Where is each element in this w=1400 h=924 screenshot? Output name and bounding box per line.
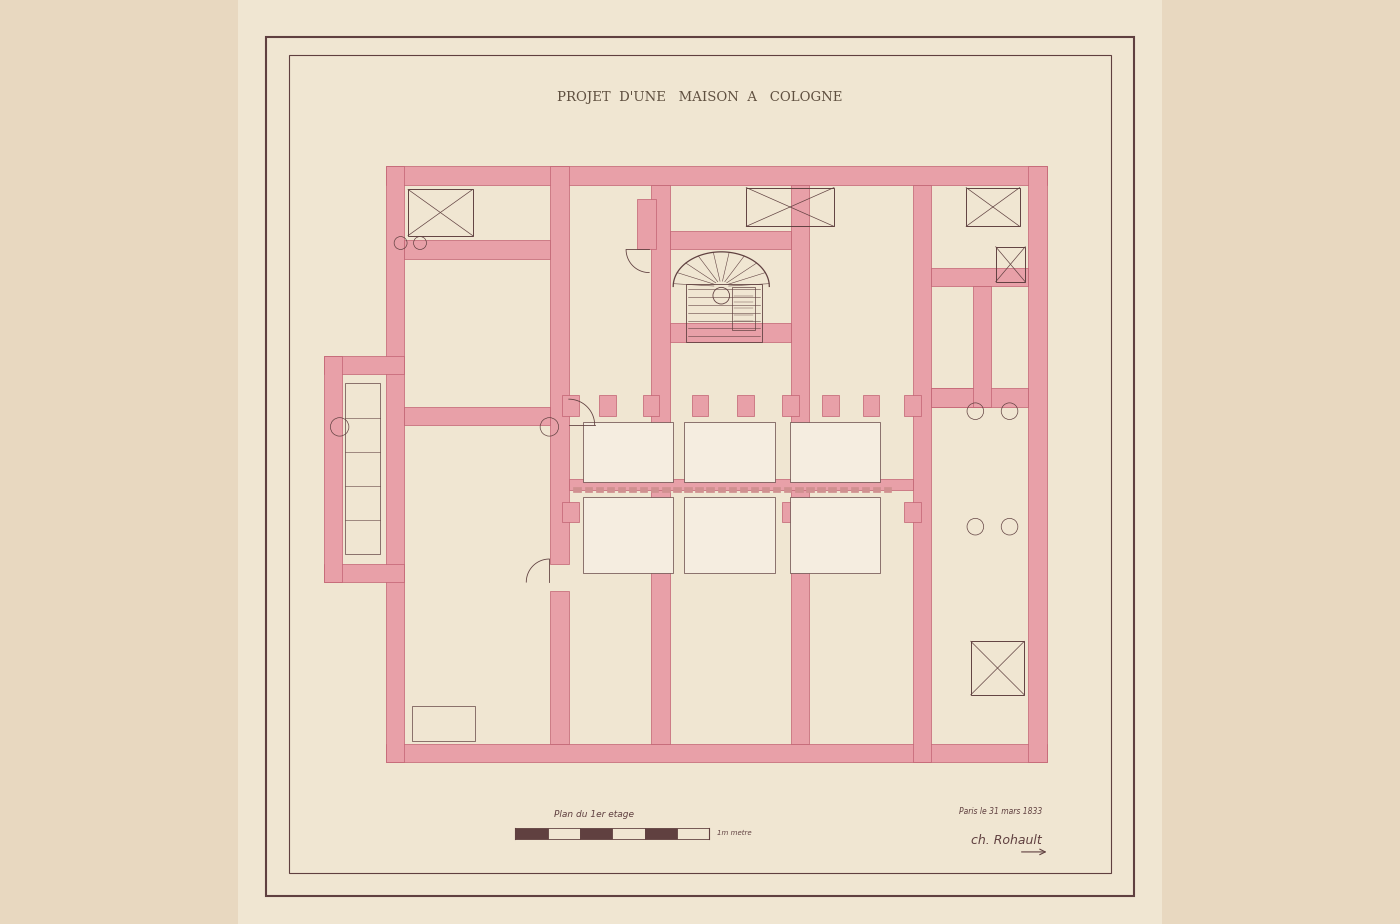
Bar (662, 487, 669, 492)
Bar (568, 479, 913, 490)
Bar (582, 497, 673, 573)
Bar (806, 487, 813, 492)
Bar (791, 185, 809, 744)
Bar (346, 383, 381, 554)
Bar (822, 395, 839, 416)
Bar (931, 268, 1028, 286)
Bar (736, 395, 753, 416)
Text: 1m metre: 1m metre (717, 831, 752, 836)
Bar (585, 487, 592, 492)
Bar (736, 502, 753, 522)
Bar (643, 395, 659, 416)
Bar (673, 487, 680, 492)
Bar (1028, 166, 1047, 762)
Text: ch. Rohault: ch. Rohault (970, 834, 1042, 847)
Bar (739, 487, 748, 492)
Bar (323, 564, 405, 582)
Bar (692, 502, 708, 522)
Text: Plan du 1er etage: Plan du 1er etage (554, 810, 634, 820)
Bar (606, 487, 615, 492)
Bar (995, 247, 1025, 282)
Bar (574, 487, 581, 492)
Bar (547, 828, 580, 839)
Bar (637, 199, 655, 249)
Bar (851, 487, 858, 492)
Bar (822, 502, 839, 522)
Bar (973, 286, 991, 407)
Bar (386, 744, 1047, 762)
Bar (386, 166, 1047, 185)
Bar (563, 502, 580, 522)
Bar (913, 185, 931, 762)
Bar (750, 487, 759, 492)
Bar (599, 395, 616, 416)
Bar (580, 828, 612, 839)
Bar (732, 287, 755, 330)
Bar (407, 189, 473, 236)
Bar (746, 188, 834, 226)
Bar (612, 828, 644, 839)
Bar (582, 422, 673, 482)
Bar (784, 487, 791, 492)
Bar (773, 487, 780, 492)
Text: Paris le 31 mars 1833: Paris le 31 mars 1833 (959, 807, 1042, 816)
Bar (862, 395, 879, 416)
Bar (686, 284, 762, 342)
Bar (966, 188, 1019, 226)
Bar (617, 487, 626, 492)
Bar (685, 487, 692, 492)
Bar (783, 502, 799, 522)
Bar (323, 356, 405, 374)
Bar (323, 356, 343, 582)
Bar (790, 497, 881, 573)
Bar (563, 395, 580, 416)
Bar (643, 502, 659, 522)
Bar (696, 487, 703, 492)
Bar (685, 497, 774, 573)
Bar (678, 828, 710, 839)
Bar (685, 422, 774, 482)
Bar (762, 487, 770, 492)
Bar (970, 641, 1025, 695)
Bar (644, 828, 676, 839)
Bar (640, 487, 647, 492)
Bar (651, 185, 669, 744)
Bar (550, 166, 568, 564)
Bar (692, 395, 708, 416)
Text: PROJET  D'UNE   MAISON  A   COLOGNE: PROJET D'UNE MAISON A COLOGNE (557, 91, 843, 103)
Bar (931, 388, 1028, 407)
Bar (405, 407, 550, 425)
Bar (840, 487, 847, 492)
Bar (669, 231, 791, 249)
Bar (669, 323, 791, 342)
Bar (602, 502, 619, 522)
Bar (651, 487, 658, 492)
Bar (872, 487, 881, 492)
Bar (795, 487, 802, 492)
Bar (783, 395, 799, 416)
Bar (728, 487, 736, 492)
Bar (515, 828, 547, 839)
Bar (718, 487, 725, 492)
Bar (931, 388, 987, 407)
Bar (818, 487, 825, 492)
Bar (550, 591, 568, 744)
Bar (883, 487, 892, 492)
Bar (862, 487, 869, 492)
Bar (904, 395, 921, 416)
Bar (405, 240, 550, 259)
Bar (829, 487, 836, 492)
Bar (862, 502, 879, 522)
Bar (790, 422, 881, 482)
Bar (595, 487, 603, 492)
Bar (288, 55, 1112, 873)
Bar (629, 487, 636, 492)
Bar (412, 706, 475, 741)
Bar (707, 487, 714, 492)
Bar (904, 502, 921, 522)
Bar (386, 166, 405, 762)
